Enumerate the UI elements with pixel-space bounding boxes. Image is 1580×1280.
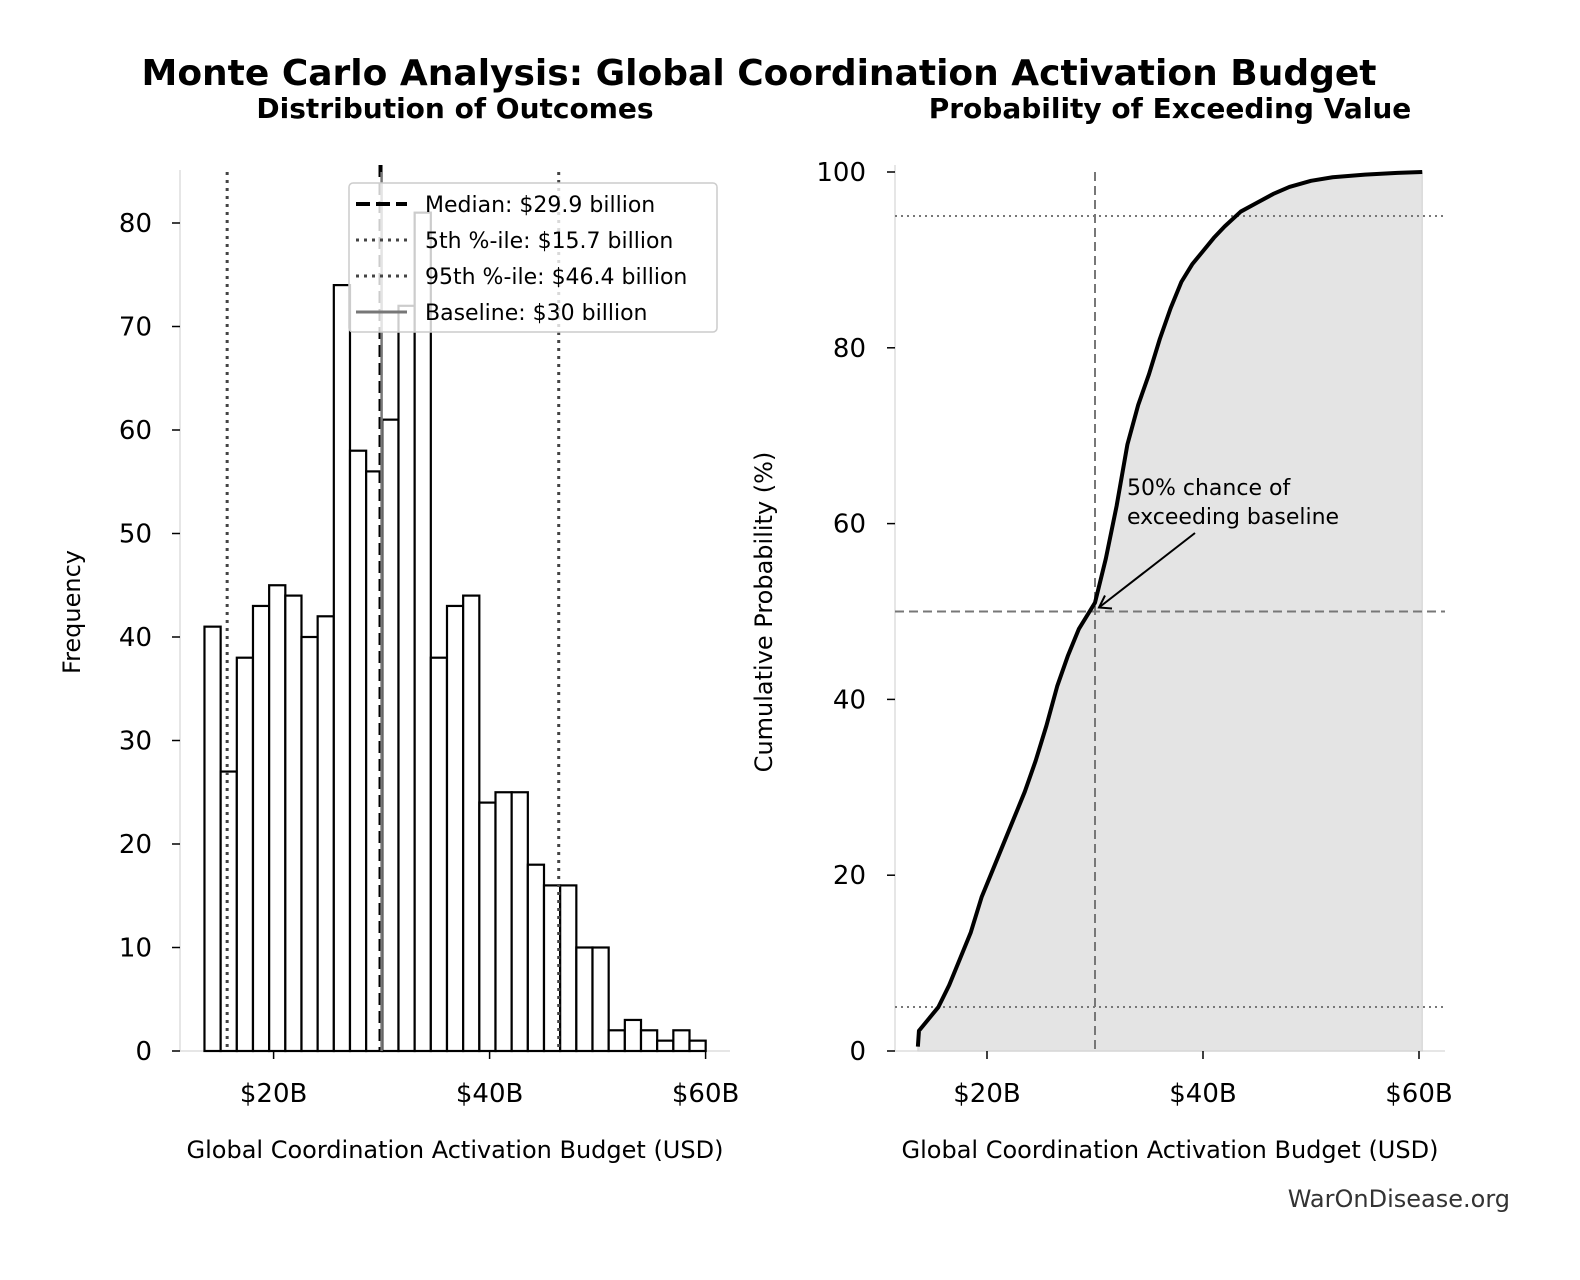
y-tick-label: 40 <box>119 623 152 653</box>
y-tick-label: 100 <box>816 158 866 188</box>
histogram-bar <box>462 594 481 1053</box>
watermark: WarOnDisease.org <box>1288 1185 1510 1213</box>
histogram-bar <box>559 884 578 1053</box>
histogram-bar <box>397 304 416 1053</box>
left-x-axis-label: Global Coordination Activation Budget (U… <box>187 1136 724 1164</box>
histogram-bar <box>623 1018 643 1053</box>
legend-label: Baseline: $30 billion <box>425 301 647 326</box>
histogram-bar <box>413 211 432 1053</box>
histogram-bar <box>429 656 449 1053</box>
histogram-bar <box>607 1029 626 1053</box>
annotation-text: exceeding baseline <box>1127 505 1339 530</box>
y-tick-label: 30 <box>119 727 152 757</box>
y-tick-label: 40 <box>833 685 866 715</box>
legend-box <box>348 182 718 333</box>
histogram-bar <box>639 1029 659 1053</box>
right-x-axis-label: Global Coordination Activation Budget (U… <box>902 1136 1439 1164</box>
legend-label: 5th %-ile: $15.7 billion <box>425 229 673 254</box>
histogram-bar <box>591 946 610 1053</box>
histogram-bar <box>219 770 238 1053</box>
y-tick-label: 70 <box>119 313 152 343</box>
histogram-bar <box>203 625 222 1053</box>
annotation-arrow <box>1098 532 1196 609</box>
legend-label: Median: $29.9 billion <box>425 193 655 218</box>
histogram-panel: 0 10 20 30 40 50 60 70 80 $20B $40B $60B Median: $29… <box>119 165 739 1109</box>
histogram-bar <box>381 418 400 1053</box>
left-chart-title: Distribution of Outcomes <box>256 92 653 125</box>
right-chart-title: Probability of Exceeding Value <box>929 92 1412 125</box>
x-tick-label: $60B <box>1385 1079 1452 1109</box>
histogram-bar <box>300 635 319 1053</box>
y-tick-label: 10 <box>119 934 152 964</box>
histogram-bar <box>526 863 546 1053</box>
legend-label: 95th %-ile: $46.4 billion <box>425 265 687 290</box>
histogram-bar <box>478 801 497 1053</box>
histogram-bar <box>445 604 465 1053</box>
right-y-axis-label: Cumulative Probability (%) <box>750 452 778 773</box>
y-tick-label: 50 <box>119 520 152 550</box>
histogram-bar <box>268 584 287 1053</box>
annotation-arrowhead-icon <box>1097 595 1113 610</box>
histogram-bar <box>332 284 352 1053</box>
left-y-axis-label: Frequency <box>58 550 86 674</box>
y-tick-label: 60 <box>119 416 152 446</box>
figure-title: Monte Carlo Analysis: Global Coordinatio… <box>142 53 1377 94</box>
histogram-bar <box>235 656 255 1053</box>
x-tick-label: $20B <box>240 1079 307 1109</box>
histogram-bar <box>672 1029 691 1053</box>
x-tick-label: $60B <box>672 1079 739 1109</box>
legend: Median: $29.9 billion 5th %-ile: $15.7 bi… <box>348 182 718 333</box>
y-tick-label: 80 <box>119 209 152 239</box>
annotation-text: 50% chance of <box>1127 476 1291 501</box>
histogram-bar <box>575 946 594 1053</box>
histogram-bar <box>348 449 368 1053</box>
x-tick-label: $40B <box>456 1079 523 1109</box>
y-tick-label: 60 <box>833 510 866 540</box>
y-tick-label: 80 <box>833 334 866 364</box>
y-tick-label: 20 <box>119 830 152 860</box>
cdf-line <box>915 170 1423 1047</box>
cdf-panel: 0 20 40 60 80 100 $20B $40B $60B 50% chance of exc… <box>816 158 1452 1109</box>
y-tick-label: 0 <box>135 1037 152 1067</box>
x-tick-label: $40B <box>1169 1079 1236 1109</box>
y-tick-label: 0 <box>849 1037 866 1067</box>
histogram-bar <box>251 604 271 1053</box>
x-tick-label: $20B <box>953 1079 1020 1109</box>
histogram-bar <box>284 594 303 1053</box>
histogram-bar <box>510 791 529 1053</box>
histogram-bar <box>688 1039 707 1053</box>
y-tick-label: 20 <box>833 861 866 891</box>
histogram-bar <box>656 1039 675 1053</box>
histogram-bar <box>316 615 335 1053</box>
histogram-bar <box>494 791 513 1053</box>
